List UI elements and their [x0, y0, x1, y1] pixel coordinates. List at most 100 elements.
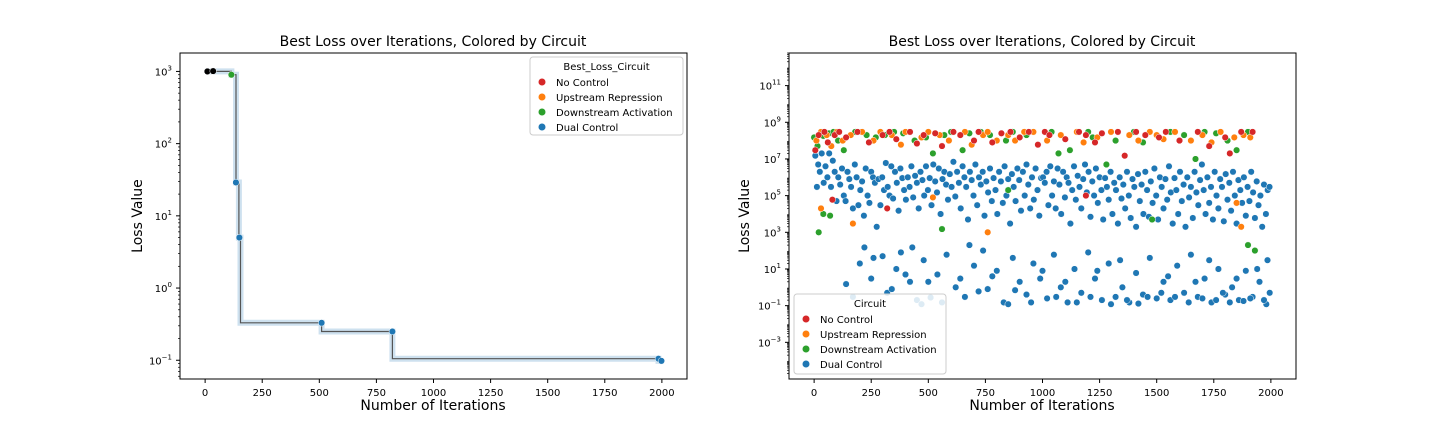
- scatter-point: [1223, 196, 1232, 204]
- scatter-point: [935, 164, 943, 173]
- scatter-point: [973, 201, 981, 209]
- scatter-point: [896, 164, 904, 173]
- scatter-point: [1254, 201, 1263, 209]
- scatter-point: [1176, 168, 1184, 176]
- y-tick-label: 107: [764, 152, 781, 166]
- scatter-point: [990, 174, 998, 182]
- scatter-point: [1229, 168, 1237, 176]
- x-tick-label: 1500: [535, 388, 560, 399]
- x-tick-label: 500: [310, 388, 329, 399]
- scatter-point: [1107, 168, 1115, 176]
- scatter-point: [962, 183, 970, 191]
- scatter-point: [1050, 177, 1058, 185]
- scatter-point: [1015, 176, 1023, 184]
- best-loss-point: [227, 71, 235, 79]
- right-axis-ticks: 0 250 500 750 1000 1250 1500 1750 2000 10−3 10−1 10…: [758, 52, 1284, 399]
- x-tick-label: 0: [202, 388, 208, 399]
- scatter-point: [1185, 193, 1193, 201]
- scatter-point: [1114, 128, 1122, 136]
- scatter-point: [860, 243, 868, 251]
- scatter-point: [971, 160, 979, 169]
- scatter-point: [984, 228, 992, 236]
- scatter-point: [959, 146, 967, 154]
- scatter-point: [1128, 175, 1137, 183]
- scatter-point: [979, 247, 987, 255]
- scatter-point: [926, 174, 934, 182]
- scatter-point: [1239, 297, 1248, 305]
- scatter-point: [1006, 220, 1014, 228]
- right-axes-frame: [788, 52, 1297, 380]
- scatter-point: [1207, 183, 1215, 191]
- scatter-point: [1045, 131, 1053, 139]
- scatter-point: [1249, 128, 1257, 136]
- scatter-point: [1180, 181, 1188, 189]
- scatter-point: [909, 193, 917, 201]
- scatter-point: [1116, 256, 1124, 264]
- scatter-point: [1147, 177, 1155, 185]
- x-tick-label: 250: [253, 388, 272, 399]
- scatter-point: [811, 146, 819, 154]
- scatter-point: [1174, 210, 1182, 218]
- scatter-point: [924, 278, 932, 286]
- y-tick-label: 109: [764, 115, 781, 129]
- legend-entry-label: No Control: [556, 78, 609, 89]
- scatter-point: [1101, 174, 1109, 182]
- scatter-point: [836, 181, 844, 189]
- scatter-point: [1121, 152, 1129, 160]
- scatter-point: [1025, 128, 1033, 136]
- scatter-point: [897, 248, 905, 256]
- scatter-point: [815, 131, 823, 139]
- scatter-point: [1077, 204, 1085, 212]
- x-tick-label: 1250: [1087, 388, 1112, 399]
- scatter-point: [915, 204, 923, 212]
- scatter-point: [1220, 217, 1228, 225]
- scatter-point: [1086, 213, 1095, 221]
- legend-title: Best_Loss_Circuit: [563, 62, 649, 73]
- scatter-point: [893, 179, 901, 187]
- scatter-point: [960, 173, 968, 181]
- scatter-point: [847, 183, 855, 191]
- scatter-point: [1194, 201, 1202, 209]
- scatter-point: [1125, 131, 1133, 139]
- scatter-point: [988, 138, 996, 146]
- scatter-point: [920, 192, 928, 200]
- scatter-point: [933, 270, 941, 279]
- scatter-point: [1092, 164, 1100, 173]
- scatter-point: [1242, 267, 1250, 275]
- scatter-point: [1118, 283, 1126, 291]
- scatter-point: [1171, 293, 1179, 301]
- best-loss-point: [388, 327, 396, 336]
- scatter-point: [856, 259, 864, 268]
- scatter-point: [815, 228, 823, 236]
- scatter-point: [995, 168, 1003, 176]
- scatter-point: [1164, 272, 1172, 280]
- best-loss-point: [209, 67, 217, 75]
- scatter-point: [1035, 212, 1043, 220]
- scatter-point: [860, 212, 868, 220]
- scatter-point: [1139, 210, 1147, 218]
- scatter-point: [938, 142, 946, 150]
- scatter-point: [849, 220, 857, 228]
- scatter-point: [1123, 296, 1131, 304]
- scatter-point: [1112, 293, 1120, 301]
- scatter-point: [817, 204, 825, 212]
- scatter-point: [1244, 241, 1252, 249]
- scatter-point: [853, 128, 862, 136]
- scatter-point: [895, 207, 903, 215]
- scatter-point: [853, 173, 861, 181]
- scatter-point: [854, 201, 862, 209]
- scatter-point: [1017, 207, 1025, 215]
- scatter-point: [1231, 192, 1239, 200]
- scatter-point: [1029, 259, 1037, 268]
- scatter-point: [966, 168, 974, 176]
- scatter-point: [1162, 128, 1170, 136]
- scatter-point: [1044, 201, 1052, 209]
- scatter-point: [1138, 181, 1146, 189]
- scatter-point: [1030, 196, 1038, 204]
- scatter-point: [999, 199, 1007, 207]
- scatter-point: [1048, 192, 1056, 200]
- scatter-point: [1154, 215, 1162, 224]
- scatter-point: [1098, 296, 1106, 304]
- scatter-point: [943, 251, 951, 259]
- scatter-point: [1205, 199, 1213, 207]
